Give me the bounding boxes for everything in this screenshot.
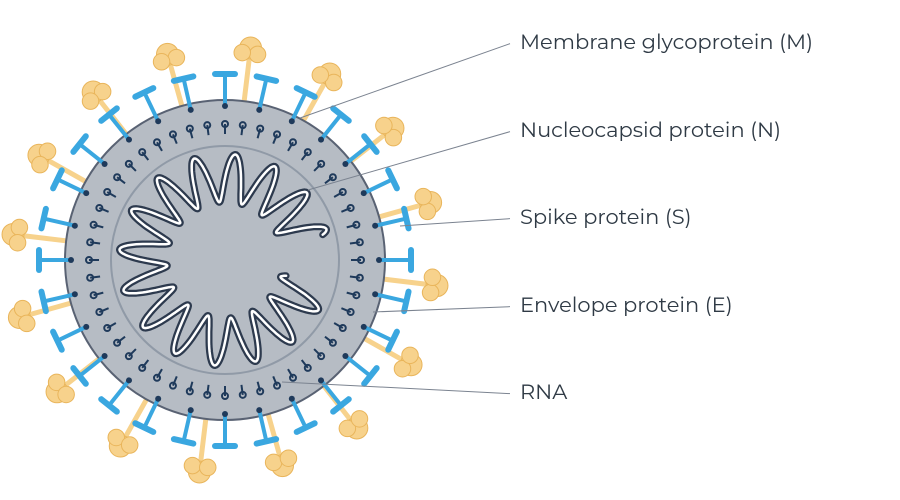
label-membrane-glycoprotein: Membrane glycoprotein (M) <box>520 30 813 55</box>
label-nucleocapsid-protein: Nucleocapsid protein (N) <box>520 118 781 143</box>
label-spike-protein: Spike protein (S) <box>520 205 692 230</box>
label-rna: RNA <box>520 380 567 405</box>
label-envelope-protein: Envelope protein (E) <box>520 293 733 318</box>
virus-diagram <box>2 37 448 483</box>
envelope-protein-icon <box>65 100 385 420</box>
